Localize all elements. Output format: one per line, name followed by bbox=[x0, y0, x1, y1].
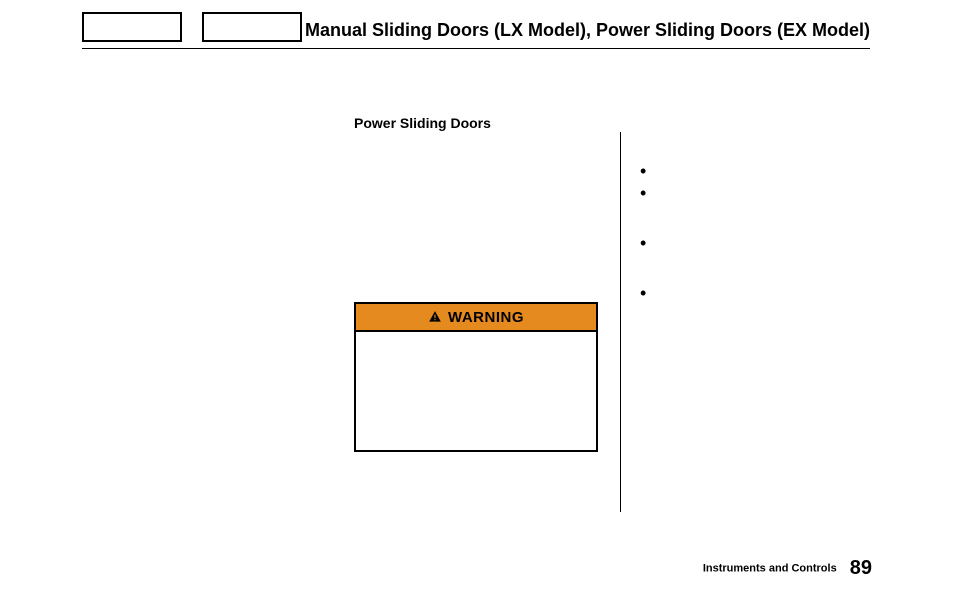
warning-triangle-icon bbox=[428, 310, 442, 324]
section-heading: Power Sliding Doors bbox=[354, 115, 491, 131]
page-title: Manual Sliding Doors (LX Model), Power S… bbox=[0, 20, 870, 41]
bullet-item: • bbox=[640, 284, 646, 306]
page-footer: Instruments and Controls 89 bbox=[703, 557, 872, 580]
column-divider bbox=[620, 132, 621, 512]
bullet-item: • bbox=[640, 162, 646, 184]
footer-page-number: 89 bbox=[850, 557, 872, 579]
warning-header: WARNING bbox=[356, 304, 596, 332]
footer-chapter: Instruments and Controls bbox=[703, 562, 837, 574]
title-underline bbox=[82, 48, 870, 49]
bullet-item: • bbox=[640, 234, 646, 256]
bullet-list: • • • • bbox=[640, 162, 646, 306]
warning-body bbox=[356, 332, 596, 450]
bullet-item: • bbox=[640, 184, 646, 206]
warning-box: WARNING bbox=[354, 302, 598, 452]
warning-label: WARNING bbox=[448, 309, 524, 326]
